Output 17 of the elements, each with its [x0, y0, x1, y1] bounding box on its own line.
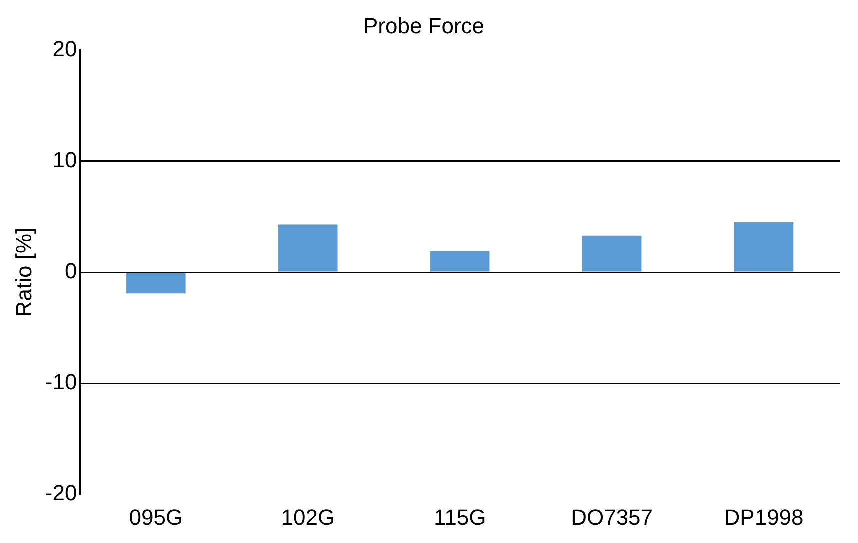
bar [734, 222, 794, 272]
y-tick-label: -20 [45, 480, 78, 506]
x-tick-label: 095G [129, 504, 184, 530]
y-tick-label: 0 [64, 258, 78, 284]
y-tick-label: -10 [45, 370, 78, 395]
y-axis-title: Ratio [%] [11, 228, 36, 318]
x-tick-label: 115G [434, 504, 486, 530]
bar [278, 224, 338, 272]
x-tick-label: DO7357 [571, 504, 654, 530]
x-tick-label: 102G [281, 504, 336, 530]
bar [430, 251, 490, 272]
bar [126, 273, 186, 294]
y-tick-label: 10 [52, 148, 78, 173]
chart-title: Probe Force [363, 13, 485, 38]
y-tick-label: 20 [52, 36, 78, 62]
x-tick-label: DP1998 [724, 504, 804, 530]
bar [582, 236, 642, 272]
